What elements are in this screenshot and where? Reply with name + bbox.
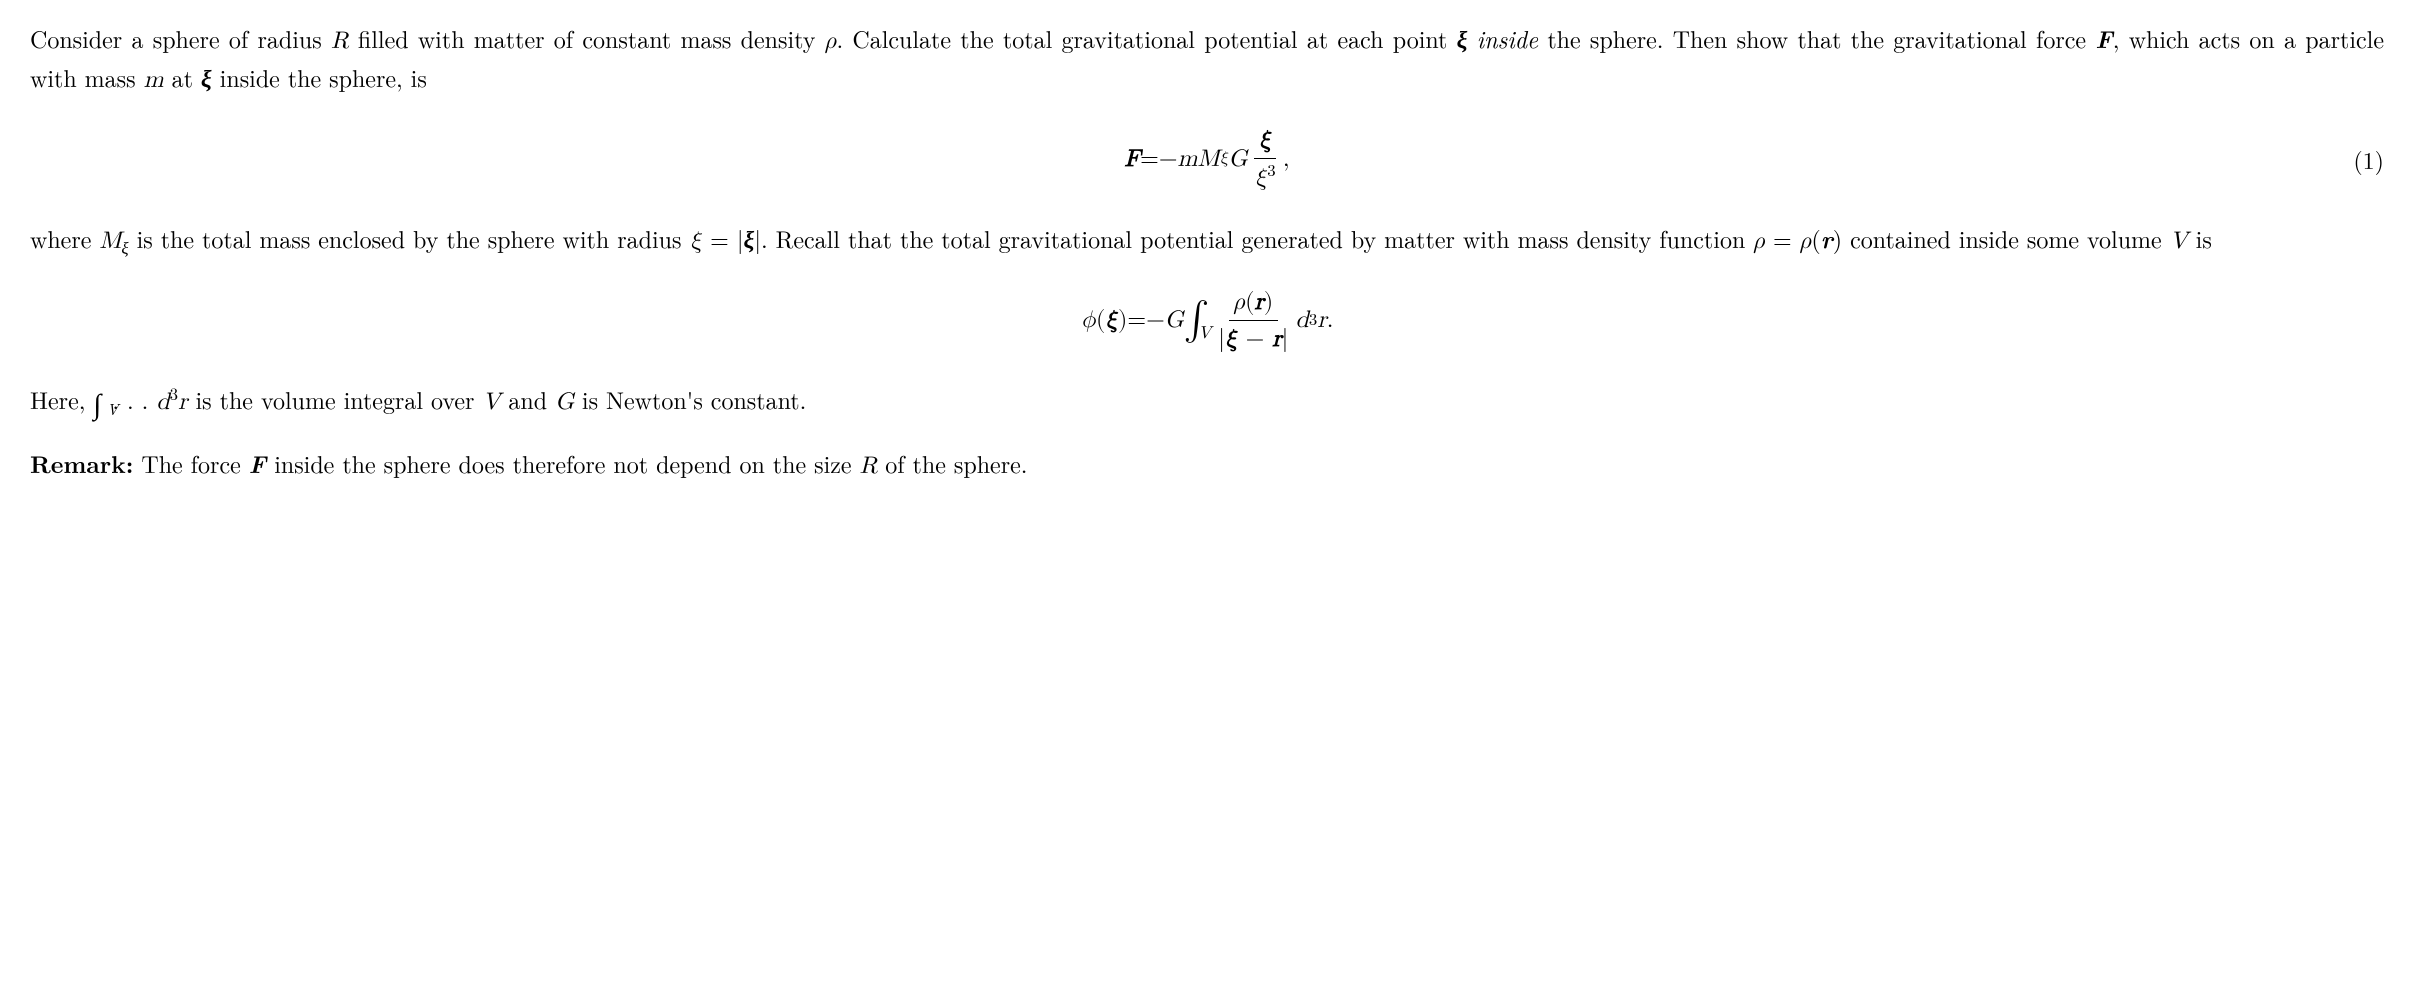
integral-sign: ∫ V — [1184, 292, 1210, 350]
abs-bar: | — [1282, 327, 1289, 351]
text — [1467, 21, 1476, 55]
var-G: G — [1165, 302, 1184, 338]
var-d: d — [156, 390, 169, 414]
var-rho: ρ — [825, 29, 837, 53]
text: is Newton's constant. — [574, 382, 806, 416]
var-F-vector: F — [2095, 21, 2112, 56]
text: is the total mass enclosed by the sphere… — [129, 221, 690, 255]
var-phi: ϕ — [1081, 302, 1096, 338]
abs-bar: | — [1218, 327, 1225, 351]
abs-bar: | — [737, 221, 744, 255]
equation-number-1: (1) — [2353, 141, 2384, 177]
var-xi: ξ — [689, 229, 702, 253]
var-F: F — [1124, 141, 1140, 177]
var-r-vector: r — [1254, 290, 1263, 314]
var-G: G — [1228, 141, 1247, 177]
var-r: r — [178, 390, 187, 414]
sup-3: 3 — [170, 381, 178, 405]
text: . Calculate the total gravitational pote… — [836, 21, 1456, 55]
equals: = — [1765, 221, 1800, 255]
text: The force — [133, 446, 248, 480]
problem-paragraph-2: where Mξ is the total mass enclosed by t… — [30, 220, 2384, 260]
var-xi-vector: ξ — [1457, 21, 1468, 56]
text: Here, — [30, 382, 93, 416]
var-rho: ρ — [1753, 229, 1765, 253]
equals: = — [1140, 141, 1159, 177]
var-R: R — [860, 454, 878, 478]
lparen: ( — [1096, 302, 1105, 338]
text: Consider a sphere of radius — [30, 21, 331, 55]
num-rho: ρ — [1233, 290, 1245, 314]
sup-3: 3 — [1309, 308, 1317, 333]
equals: = — [702, 221, 737, 255]
var-M: M — [99, 229, 121, 253]
problem-paragraph-1: Consider a sphere of radius R filled wit… — [30, 20, 2384, 98]
text: . Recall that the total gravitational po… — [761, 221, 1753, 255]
integral-sub-V: V — [1198, 321, 1211, 347]
integral-sign-inline: ∫ V — [93, 383, 110, 423]
text: is the volume integral over — [188, 382, 483, 416]
sub-xi: ξ — [1220, 146, 1229, 171]
word-inside: inside — [1477, 21, 1538, 55]
fraction-integrand: ρ(r) |ξ − r| — [1213, 284, 1293, 357]
equation-2-content: ϕ(ξ) = −G ∫ V ρ(r) |ξ − r| d3r. — [1081, 284, 1334, 357]
equation-1: F = −mMξG ξ ξ3 , (1) — [30, 122, 2384, 196]
comma: , — [1283, 141, 1290, 177]
text: at — [164, 60, 201, 94]
text: and — [500, 382, 555, 416]
text: the sphere. Then show that the gravitati… — [1538, 21, 2095, 55]
text: inside the sphere does therefore not dep… — [266, 446, 859, 480]
var-V: V — [482, 390, 500, 414]
abs-bar: | — [754, 221, 761, 255]
text: is — [2188, 221, 2212, 255]
var-xi-vector: ξ — [1105, 302, 1118, 338]
den-sup: 3 — [1267, 163, 1275, 180]
var-R: R — [331, 29, 349, 53]
var-d: d — [1296, 302, 1309, 338]
var-xi-vector: ξ — [201, 60, 212, 95]
sub-xi: ξ — [121, 235, 128, 259]
text: inside the sphere, is — [212, 60, 427, 94]
num-xi: ξ — [1259, 128, 1272, 152]
problem-paragraph-3: Here, ∫ V . . . d3r is the volume integr… — [30, 381, 2384, 425]
equals: = — [1127, 302, 1146, 338]
minus: − — [1146, 302, 1165, 338]
text: where — [30, 221, 99, 255]
minus: − — [1238, 327, 1273, 351]
var-r-vector: r — [1272, 327, 1281, 351]
var-r-vector: r — [1821, 221, 1833, 256]
remark-paragraph: Remark: The force F inside the sphere do… — [30, 445, 2384, 484]
integral-sub-V: V — [107, 397, 119, 421]
var-m: m — [144, 68, 164, 92]
equation-1-content: F = −mMξG ξ ξ3 , — [1124, 122, 1289, 196]
lparen: ( — [1811, 221, 1820, 255]
den-xi: ξ — [1255, 166, 1268, 190]
period: . — [1327, 302, 1334, 338]
remark-label: Remark: — [30, 447, 133, 481]
var-F-vector: F — [249, 446, 266, 481]
var-xi-vector: ξ — [1225, 327, 1238, 351]
var-M: M — [1198, 141, 1220, 177]
var-xi-vector: ξ — [744, 221, 755, 256]
text: filled with matter of constant mass dens… — [349, 21, 825, 55]
var-m: m — [1178, 141, 1198, 177]
minus: − — [1159, 141, 1178, 177]
text: of the sphere. — [877, 446, 1027, 480]
equation-2: ϕ(ξ) = −G ∫ V ρ(r) |ξ − r| d3r. — [30, 284, 2384, 357]
var-G: G — [555, 390, 574, 414]
rparen: ) — [1264, 290, 1273, 314]
var-rho: ρ — [1800, 229, 1812, 253]
rparen: ) — [1833, 221, 1842, 255]
var-r: r — [1317, 302, 1326, 338]
rparen: ) — [1118, 302, 1127, 338]
var-V: V — [2170, 229, 2188, 253]
text: contained inside some volume — [1842, 221, 2170, 255]
fraction-xi: ξ ξ3 — [1250, 122, 1281, 196]
